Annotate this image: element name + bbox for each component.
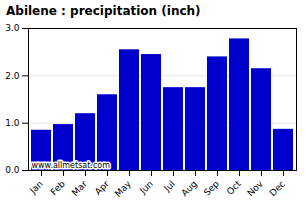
svg-text:2.0: 2.0 bbox=[5, 71, 20, 81]
svg-text:Jun: Jun bbox=[137, 179, 155, 197]
svg-text:1.0: 1.0 bbox=[5, 118, 20, 128]
svg-text:3.0: 3.0 bbox=[5, 23, 20, 33]
svg-text:Aug: Aug bbox=[179, 179, 199, 199]
svg-text:0.0: 0.0 bbox=[5, 165, 20, 175]
svg-text:Sep: Sep bbox=[202, 179, 221, 198]
svg-text:May: May bbox=[113, 178, 134, 199]
svg-text:Dec: Dec bbox=[268, 179, 287, 198]
svg-text:Jan: Jan bbox=[27, 179, 45, 197]
svg-text:Mar: Mar bbox=[70, 178, 89, 197]
svg-text:Oct: Oct bbox=[225, 178, 243, 196]
svg-text:Feb: Feb bbox=[49, 179, 68, 198]
svg-text:Jul: Jul bbox=[161, 179, 176, 194]
svg-text:www.allmetsat.com: www.allmetsat.com bbox=[32, 161, 111, 170]
svg-text:Nov: Nov bbox=[245, 178, 265, 198]
html-text:Abilene : precipitation (inch): Abilene : precipitation (inch) bbox=[6, 4, 201, 18]
svg-text:Apr: Apr bbox=[93, 179, 111, 197]
